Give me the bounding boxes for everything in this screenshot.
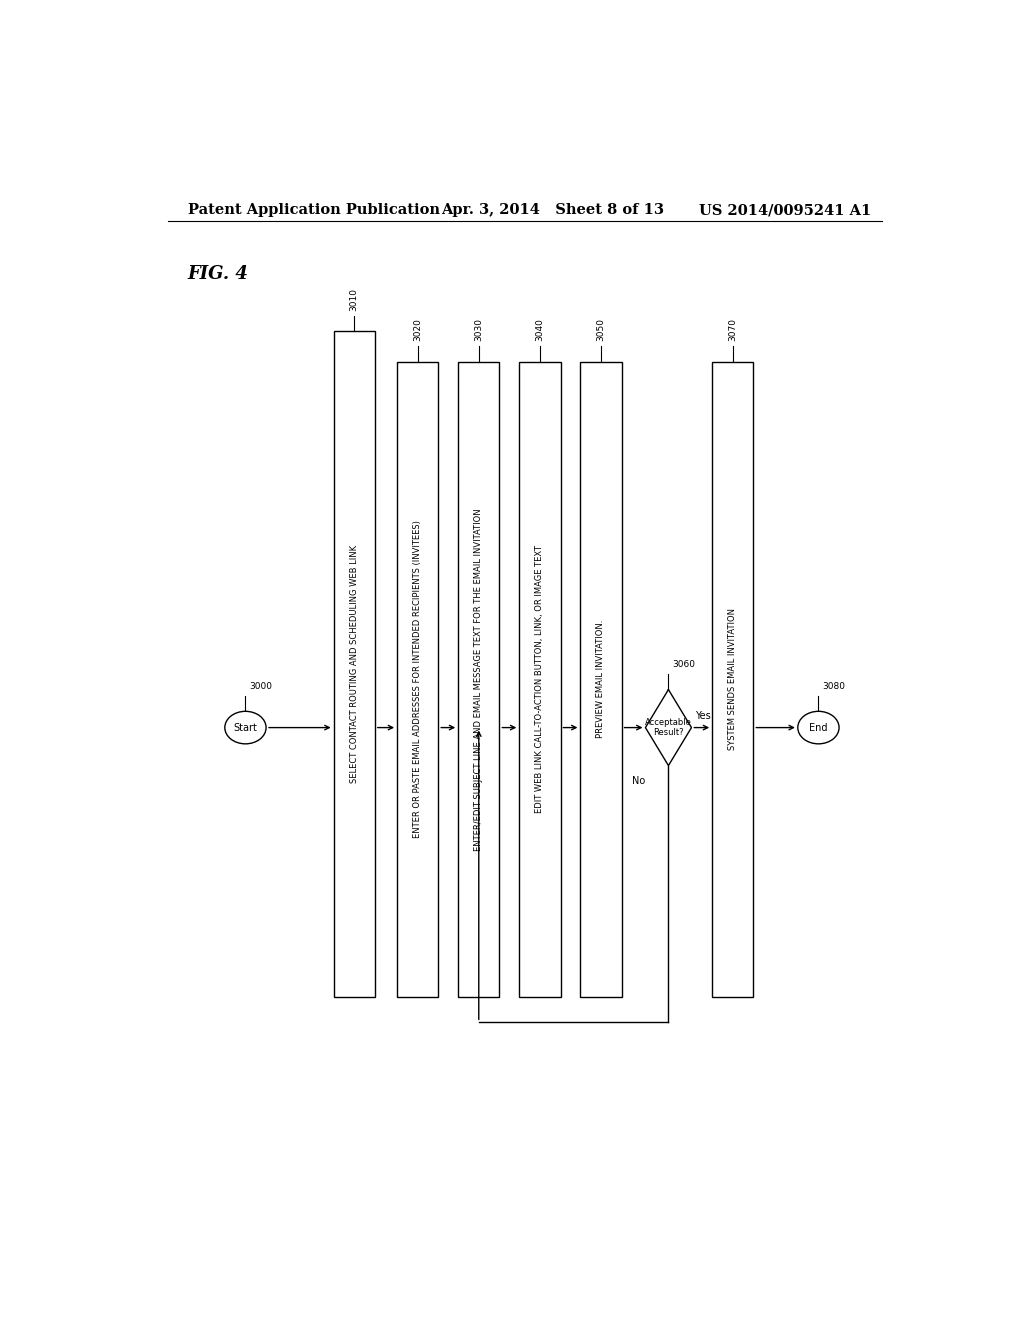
Bar [458,362,500,997]
Ellipse shape [225,711,266,744]
Text: 3080: 3080 [822,682,846,690]
Bar [397,362,438,997]
Bar [581,362,622,997]
Text: 3020: 3020 [413,318,422,342]
Bar [712,362,754,997]
Text: 3040: 3040 [536,318,545,342]
Bar [519,362,560,997]
Text: FIG. 4: FIG. 4 [187,265,249,282]
Text: PREVIEW EMAIL INVITATION.: PREVIEW EMAIL INVITATION. [597,620,605,738]
Text: ENTER/EDIT SUBJECT LINE AND EMAIL MESSAGE TEXT FOR THE EMAIL INVITATION: ENTER/EDIT SUBJECT LINE AND EMAIL MESSAG… [474,508,483,850]
Text: 3030: 3030 [474,318,483,342]
Text: Start: Start [233,722,257,733]
Text: Acceptable
Result?: Acceptable Result? [645,718,692,738]
Text: End: End [809,722,827,733]
Text: 3070: 3070 [728,318,737,342]
Text: EDIT WEB LINK CALL-TO-ACTION BUTTON, LINK, OR IMAGE TEXT: EDIT WEB LINK CALL-TO-ACTION BUTTON, LIN… [536,545,545,813]
Text: No: No [633,776,646,785]
Text: 3000: 3000 [250,682,272,690]
Text: SYSTEM SENDS EMAIL INVITATION: SYSTEM SENDS EMAIL INVITATION [728,609,737,750]
Text: SELECT CONTACT ROUTING AND SCHEDULING WEB LINK: SELECT CONTACT ROUTING AND SCHEDULING WE… [349,545,358,783]
Text: ENTER OR PASTE EMAIL ADDRESSES FOR INTENDED RECIPIENTS (INVITEES): ENTER OR PASTE EMAIL ADDRESSES FOR INTEN… [413,520,422,838]
Text: Patent Application Publication: Patent Application Publication [187,203,439,216]
Polygon shape [645,689,691,766]
Ellipse shape [798,711,839,744]
Bar [334,331,375,997]
Text: US 2014/0095241 A1: US 2014/0095241 A1 [699,203,871,216]
Text: Yes: Yes [694,711,711,722]
Text: 3060: 3060 [673,660,695,669]
Text: Apr. 3, 2014   Sheet 8 of 13: Apr. 3, 2014 Sheet 8 of 13 [441,203,665,216]
Text: 3050: 3050 [597,318,605,342]
Text: 3010: 3010 [349,288,358,312]
